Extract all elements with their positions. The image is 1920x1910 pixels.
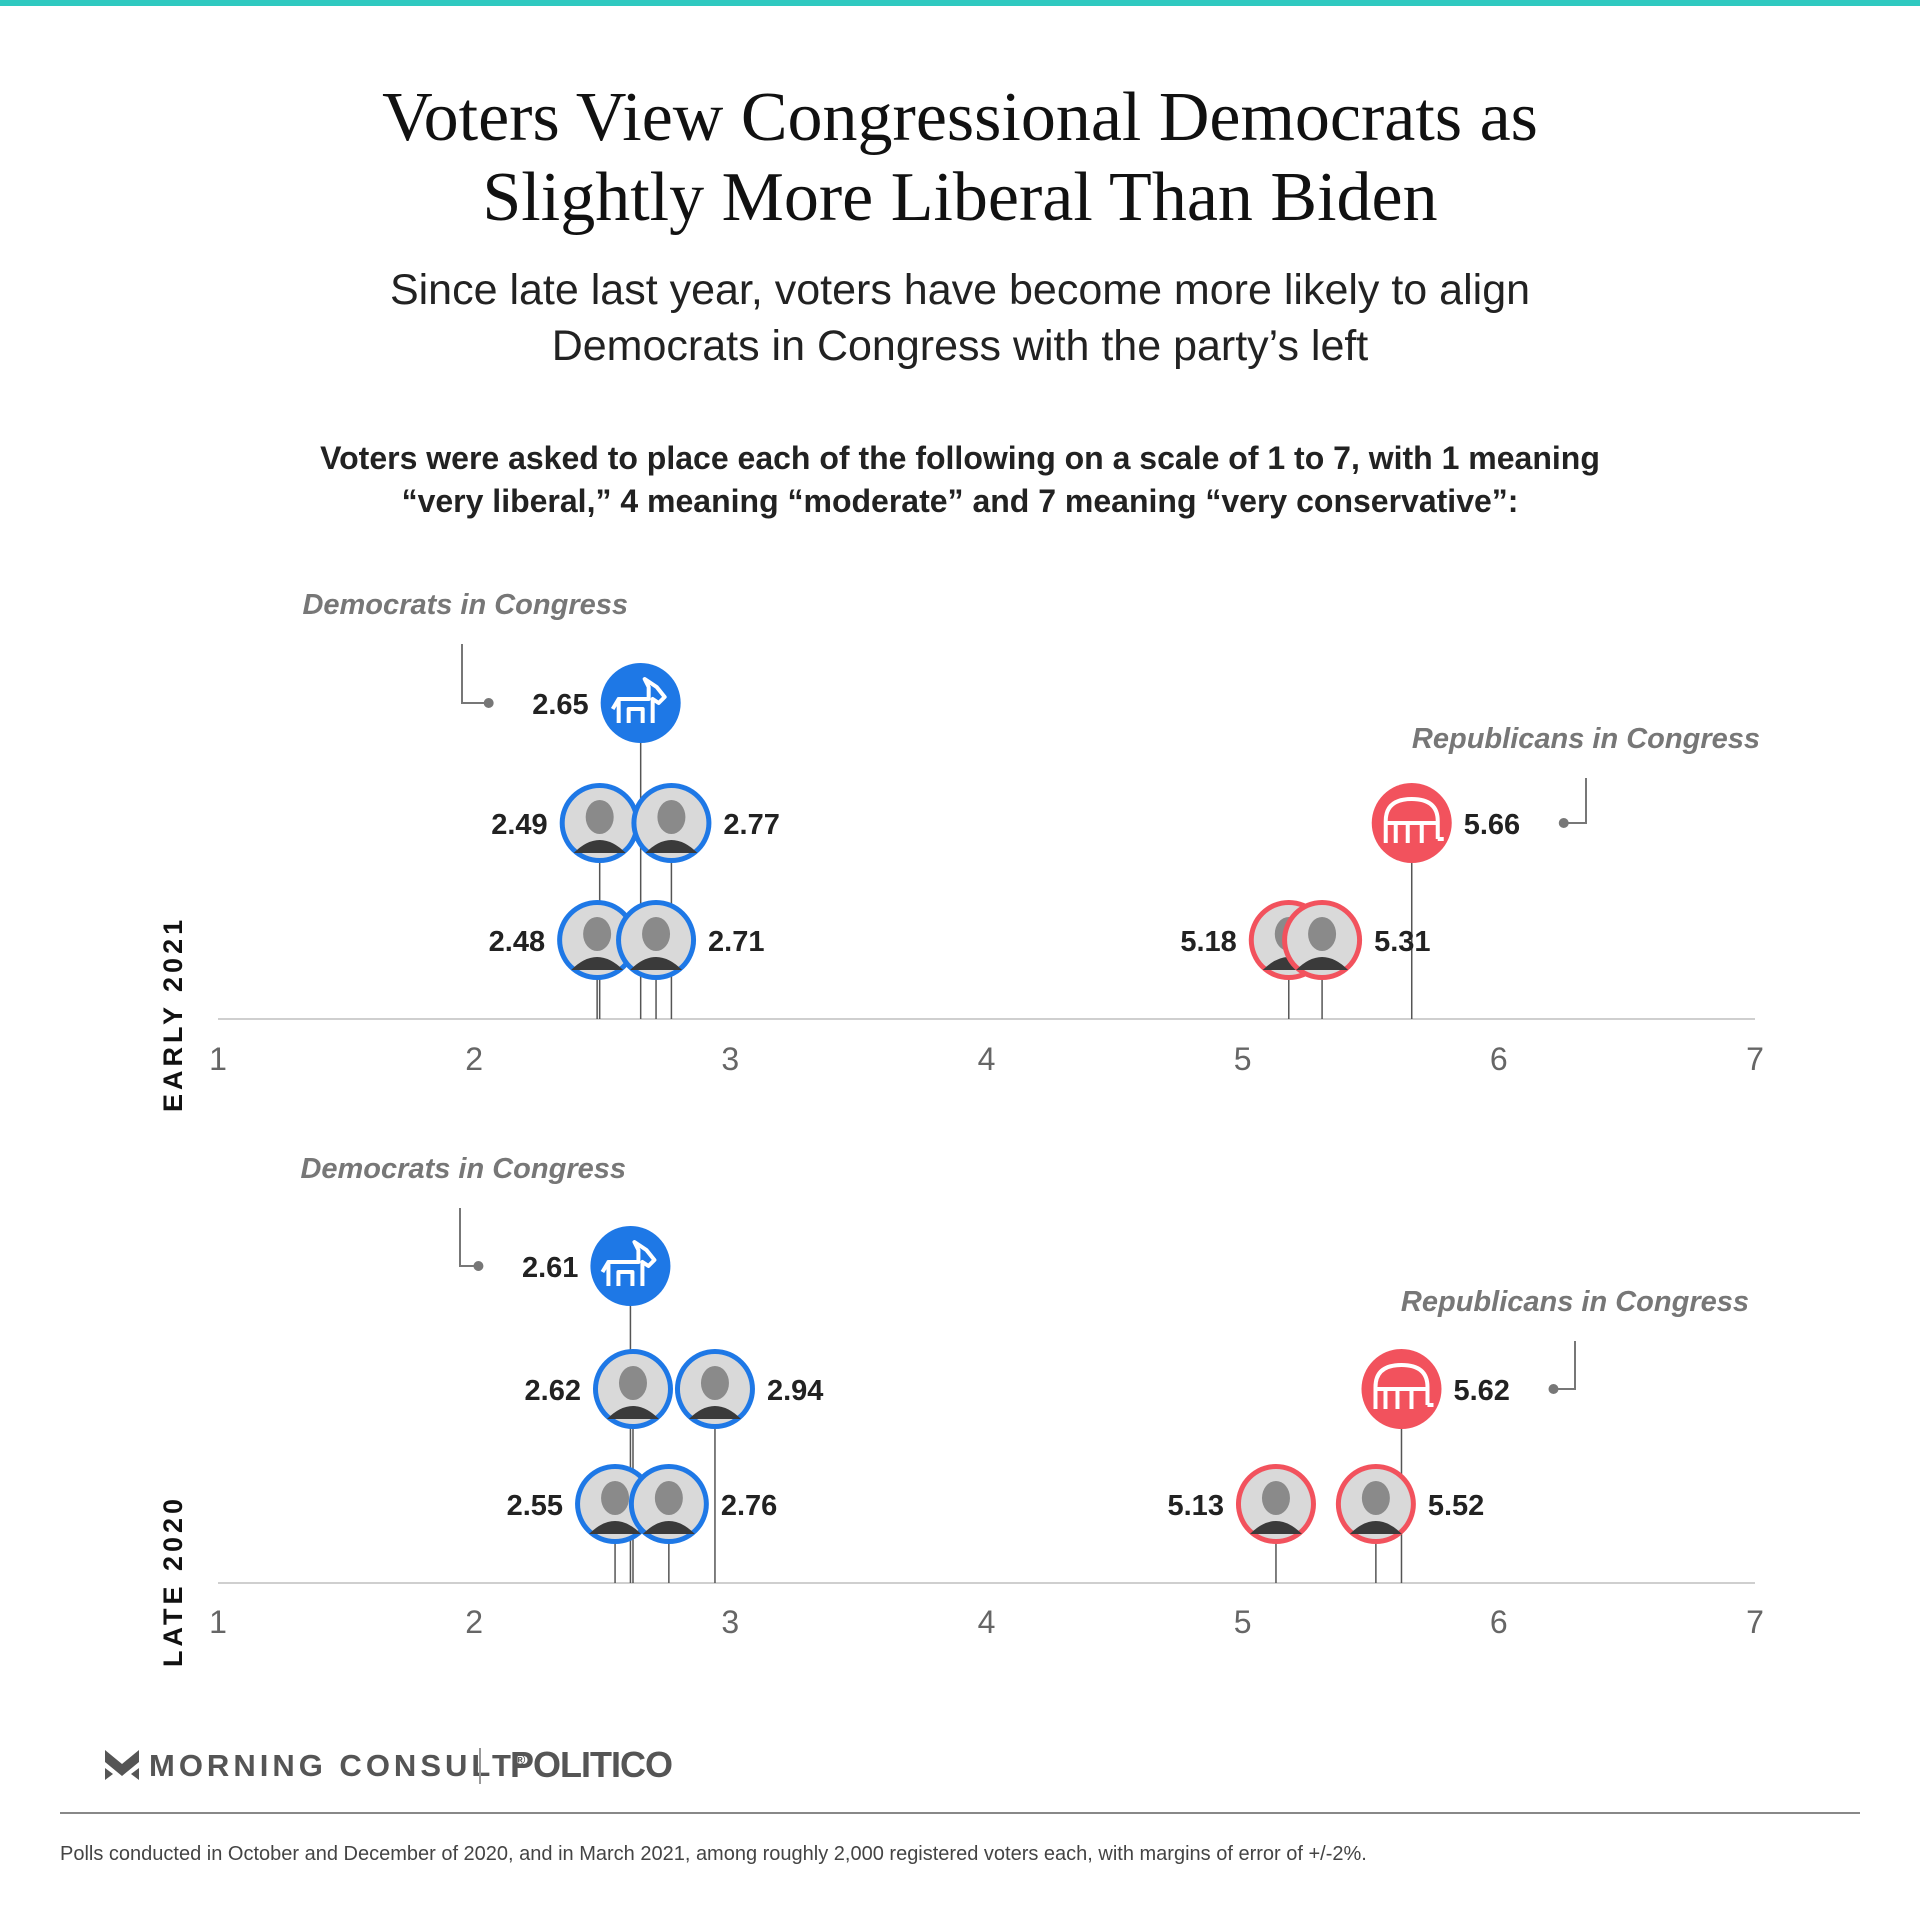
value-label-harris: 2.55 <box>507 1490 563 1522</box>
period-label-early-2021: EARLY 2021 <box>158 915 188 1112</box>
question-line-1: Voters were asked to place each of the f… <box>320 440 1600 476</box>
annotation-democrats: Democrats in Congress <box>302 589 628 621</box>
point-biden <box>616 900 697 980</box>
panel-0: 1 2 3 4 5 6 7 2.65 2.49 2.77 2.48 2.71 5.66 5.18 5.31 D… <box>209 589 1764 1077</box>
portrait-icon <box>1240 1469 1311 1539</box>
point-republicans-in-congress <box>1361 1349 1442 1429</box>
portrait-icon <box>633 1469 704 1539</box>
value-label-mcconnell: 5.31 <box>1374 926 1430 958</box>
title-line-2: Slightly More Liberal Than Biden <box>482 159 1438 236</box>
portrait-icon <box>1340 1469 1411 1539</box>
x-tick-label: 5 <box>1234 1041 1252 1077</box>
value-label-biden: 2.76 <box>721 1490 777 1522</box>
point-schumer <box>674 1349 755 1429</box>
point-mcconnell <box>1282 900 1363 980</box>
donkey-icon <box>610 677 667 723</box>
annotation-republicans: Republicans in Congress <box>1401 1286 1749 1318</box>
source-note: Polls conducted in October and December … <box>60 1843 1367 1865</box>
x-tick-label: 3 <box>721 1604 739 1640</box>
value-label-republicans-in-congress: 5.66 <box>1464 809 1520 841</box>
subtitle-line-1: Since late last year, voters have become… <box>389 266 1531 314</box>
annotation-republicans: Republicans in Congress <box>1412 723 1760 755</box>
value-label-mccarthy: 5.13 <box>1168 1490 1224 1522</box>
point-pelosi <box>592 1349 673 1429</box>
value-label-mcconnell: 5.52 <box>1428 1490 1484 1522</box>
portrait-icon <box>597 1354 668 1424</box>
x-tick-label: 4 <box>978 1041 996 1077</box>
value-label-mccarthy: 5.18 <box>1180 926 1236 958</box>
donkey-icon <box>600 1240 657 1286</box>
x-tick-label: 6 <box>1490 1041 1508 1077</box>
brand-separator <box>479 1748 481 1784</box>
x-tick-label: 4 <box>978 1604 996 1640</box>
top-accent-bar <box>0 0 1920 6</box>
portrait-icon <box>636 788 707 858</box>
annotation-dot-rep <box>1558 818 1569 828</box>
annotation-leader-rep <box>1563 778 1587 824</box>
politico-logo: POLITICO <box>510 1744 673 1785</box>
point-democrats-in-congress <box>590 1226 671 1306</box>
annotation-democrats: Democrats in Congress <box>300 1153 626 1185</box>
morning-consult-logo: MORNING CONSULT® <box>105 1748 525 1784</box>
point-republicans-in-congress <box>1371 783 1452 863</box>
value-label-schumer: 2.77 <box>723 809 779 841</box>
portrait-icon <box>580 1469 651 1539</box>
x-tick-label: 3 <box>721 1041 739 1077</box>
value-label-harris: 2.48 <box>489 926 545 958</box>
value-label-democrats-in-congress: 2.65 <box>532 689 588 721</box>
portrait-icon <box>1287 905 1358 975</box>
subtitle-line-2: Democrats in Congress with the party’s l… <box>551 322 1369 370</box>
survey-question: Voters were asked to place each of the f… <box>0 437 1920 523</box>
point-democrats-in-congress <box>600 663 681 743</box>
question-line-2: “very liberal,” 4 meaning “moderate” and… <box>401 483 1519 519</box>
x-tick-label: 1 <box>209 1604 227 1640</box>
value-label-republicans-in-congress: 5.62 <box>1453 1375 1509 1407</box>
registered-mark: ® <box>514 1751 526 1768</box>
value-label-democrats-in-congress: 2.61 <box>522 1252 578 1284</box>
panel-1: 1 2 3 4 5 6 7 2.61 2.62 2.94 2.55 2.76 5.62 5.13 5.52 D… <box>209 1153 1764 1640</box>
annotation-dot-dem <box>483 698 494 708</box>
x-tick-label: 2 <box>465 1604 483 1640</box>
point-biden <box>628 1464 709 1544</box>
elephant-icon <box>1373 1363 1434 1409</box>
chart-title: Voters View Congressional Democrats as S… <box>0 78 1920 238</box>
value-label-pelosi: 2.49 <box>491 809 547 841</box>
elephant-icon <box>1383 797 1444 843</box>
point-mcconnell <box>1335 1464 1416 1544</box>
annotation-dot-rep <box>1548 1384 1559 1394</box>
value-label-schumer: 2.94 <box>767 1375 823 1407</box>
point-mccarthy <box>1235 1464 1316 1544</box>
value-label-biden: 2.71 <box>708 926 764 958</box>
x-tick-label: 6 <box>1490 1604 1508 1640</box>
x-tick-label: 7 <box>1746 1604 1764 1640</box>
portrait-icon <box>564 788 635 858</box>
x-tick-label: 7 <box>1746 1041 1764 1077</box>
point-pelosi <box>559 783 640 863</box>
annotation-leader-rep <box>1553 1341 1576 1390</box>
portrait-icon <box>621 905 692 975</box>
portrait-icon <box>562 905 633 975</box>
morning-consult-wordmark: MORNING CONSULT <box>149 1748 515 1783</box>
period-label-late-2020: LATE 2020 <box>158 1494 188 1667</box>
annotation-leader-dem <box>461 644 489 704</box>
portrait-icon <box>679 1354 750 1424</box>
morning-consult-mark-icon <box>105 1750 139 1780</box>
annotation-dot-dem <box>473 1261 484 1271</box>
point-schumer <box>631 783 712 863</box>
x-tick-label: 1 <box>209 1041 227 1077</box>
chart-subtitle: Since late last year, voters have become… <box>0 262 1920 374</box>
footer-divider <box>60 1812 1860 1814</box>
value-label-pelosi: 2.62 <box>525 1375 581 1407</box>
x-tick-label: 2 <box>465 1041 483 1077</box>
annotation-leader-dem <box>459 1208 479 1267</box>
title-line-1: Voters View Congressional Democrats as <box>382 79 1538 156</box>
x-tick-label: 5 <box>1234 1604 1252 1640</box>
point-harris <box>557 900 638 980</box>
